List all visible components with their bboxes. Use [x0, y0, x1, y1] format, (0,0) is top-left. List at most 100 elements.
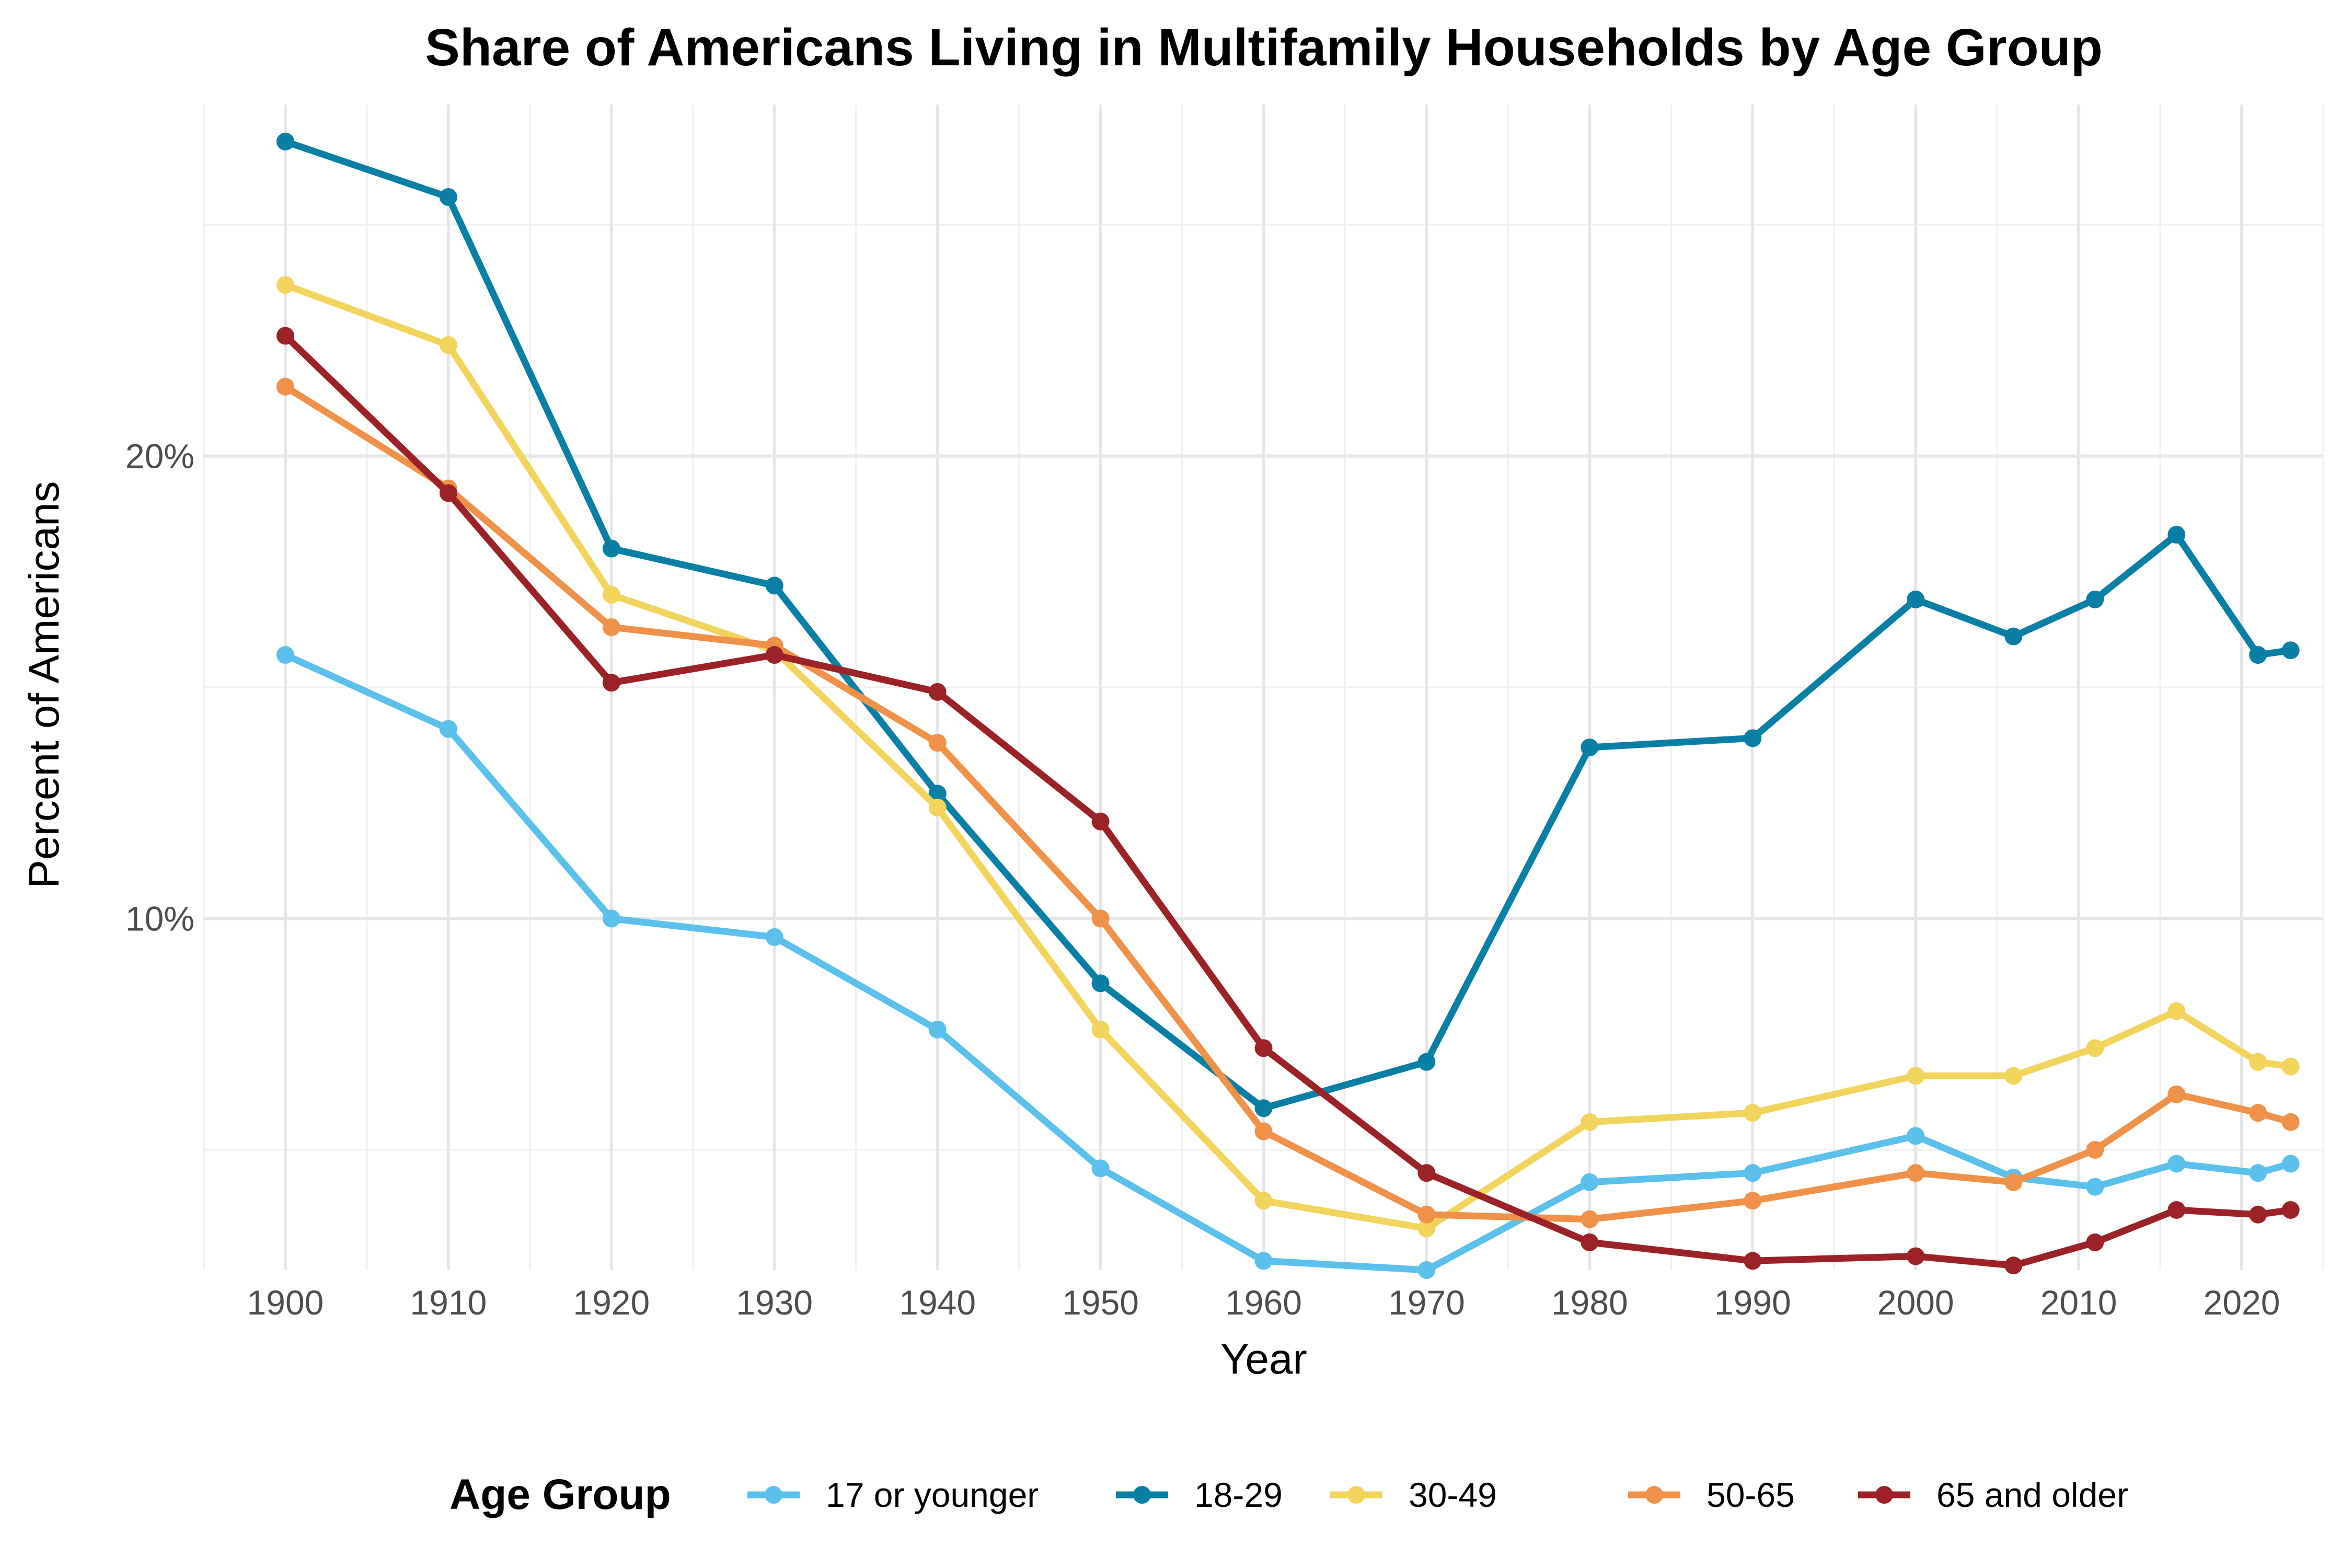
- legend-label: 65 and older: [1936, 1475, 2128, 1514]
- legend-label: 18-29: [1194, 1475, 1283, 1514]
- data-point: [2004, 1173, 2023, 1191]
- data-point: [2086, 1178, 2104, 1196]
- series-18-29: [276, 132, 2300, 1117]
- data-point: [439, 188, 457, 206]
- grid: [203, 105, 2324, 1270]
- data-point: [1417, 1164, 1436, 1182]
- x-tick-label: 1900: [247, 1283, 324, 1322]
- x-tick-label: 1930: [736, 1283, 813, 1322]
- data-point: [1744, 1164, 1762, 1182]
- data-point: [1907, 1067, 1925, 1085]
- data-point: [928, 734, 947, 752]
- data-point: [2086, 590, 2104, 608]
- data-point: [1744, 1104, 1762, 1122]
- data-point: [2086, 1140, 2104, 1159]
- data-point: [1417, 1261, 1436, 1279]
- legend-key-point: [1875, 1486, 1893, 1504]
- data-point: [439, 484, 457, 502]
- legend: Age Group 17 or younger 18-29 30-49 50-65 65…: [449, 1471, 2128, 1518]
- data-point: [1581, 1210, 1599, 1228]
- legend-key-point: [1133, 1486, 1151, 1504]
- data-point: [2167, 525, 2186, 544]
- data-point: [1744, 1252, 1762, 1270]
- data-point: [1254, 1122, 1273, 1140]
- data-point: [1091, 1020, 1110, 1039]
- data-point: [2281, 641, 2300, 660]
- x-tick-label: 1910: [410, 1283, 487, 1322]
- x-tick-label: 2020: [2204, 1283, 2280, 1322]
- data-point: [1907, 590, 1925, 608]
- data-point: [1907, 1127, 1925, 1145]
- x-tick-label: 1950: [1062, 1283, 1139, 1322]
- x-tick-label: 1990: [1714, 1283, 1791, 1322]
- legend-key-point: [765, 1486, 782, 1504]
- series-line: [282, 332, 2295, 1269]
- data-point: [1417, 1053, 1436, 1071]
- data-point: [1907, 1247, 1925, 1265]
- x-tick-label: 1960: [1225, 1283, 1302, 1322]
- data-point: [1581, 1113, 1599, 1131]
- data-point: [1907, 1164, 1925, 1182]
- data-point: [1254, 1099, 1273, 1117]
- data-point: [602, 539, 620, 558]
- legend-item-18-29: 18-29: [1116, 1475, 1283, 1514]
- series-layer: [276, 132, 2300, 1279]
- data-point: [276, 646, 294, 664]
- legend-item-50-65: 50-65: [1628, 1475, 1795, 1514]
- series-17-or-younger: [276, 646, 2300, 1279]
- data-point: [928, 799, 947, 817]
- data-point: [2167, 1201, 2186, 1219]
- data-point: [2004, 1067, 2023, 1085]
- data-point: [2004, 1256, 2023, 1275]
- data-point: [2004, 627, 2023, 645]
- data-point: [765, 646, 783, 664]
- x-tick-label: 1980: [1551, 1283, 1628, 1322]
- data-point: [276, 377, 294, 396]
- data-point: [1091, 909, 1110, 928]
- series-line: [282, 383, 2295, 1223]
- data-point: [602, 674, 620, 692]
- data-point: [439, 336, 457, 354]
- x-tick-label: 2010: [2040, 1283, 2117, 1322]
- data-point: [1744, 1192, 1762, 1210]
- data-point: [2249, 1205, 2267, 1224]
- data-point: [765, 577, 783, 595]
- data-point: [602, 586, 620, 604]
- y-axis-title: Percent of Americans: [20, 481, 68, 888]
- data-point: [1417, 1219, 1436, 1238]
- y-tick-label: 10%: [125, 899, 194, 938]
- x-axis-ticks: 1900 1910 1920 1930 1940 1950 1960 1970 1980 1990…: [247, 1283, 2280, 1322]
- data-point: [1254, 1252, 1273, 1270]
- series-line: [282, 138, 2295, 1112]
- legend-title: Age Group: [449, 1471, 671, 1518]
- legend-label: 30-49: [1409, 1475, 1497, 1514]
- data-point: [2281, 1057, 2300, 1076]
- data-point: [2249, 1104, 2267, 1122]
- data-point: [1581, 1173, 1599, 1191]
- data-point: [1091, 812, 1110, 831]
- data-point: [928, 683, 947, 701]
- data-point: [276, 132, 294, 151]
- data-point: [1417, 1205, 1436, 1224]
- data-point: [2086, 1233, 2104, 1251]
- data-point: [2086, 1039, 2104, 1057]
- data-point: [276, 276, 294, 294]
- data-point: [439, 720, 457, 738]
- data-point: [2281, 1201, 2300, 1219]
- data-point: [1581, 1233, 1599, 1251]
- x-axis-title: Year: [1220, 1335, 1307, 1383]
- series-line: [282, 281, 2295, 1232]
- data-point: [602, 909, 620, 928]
- x-tick-label: 1940: [899, 1283, 976, 1322]
- data-point: [2249, 1164, 2267, 1182]
- data-point: [1744, 729, 1762, 747]
- legend-label: 50-65: [1707, 1475, 1795, 1514]
- legend-label: 17 or younger: [826, 1475, 1039, 1514]
- data-point: [276, 327, 294, 345]
- data-point: [1091, 1159, 1110, 1178]
- series-30-49: [276, 276, 2300, 1238]
- data-point: [2249, 646, 2267, 664]
- series-65-and-older: [276, 327, 2300, 1275]
